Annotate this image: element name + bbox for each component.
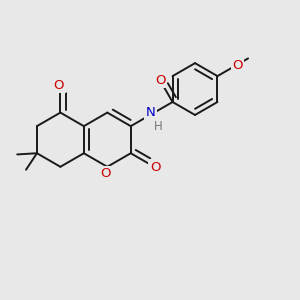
Text: O: O bbox=[232, 59, 243, 72]
Text: O: O bbox=[100, 167, 111, 180]
Text: O: O bbox=[54, 79, 64, 92]
Text: H: H bbox=[154, 120, 163, 133]
Text: O: O bbox=[155, 74, 166, 87]
Text: O: O bbox=[150, 161, 160, 174]
Text: N: N bbox=[145, 106, 155, 119]
